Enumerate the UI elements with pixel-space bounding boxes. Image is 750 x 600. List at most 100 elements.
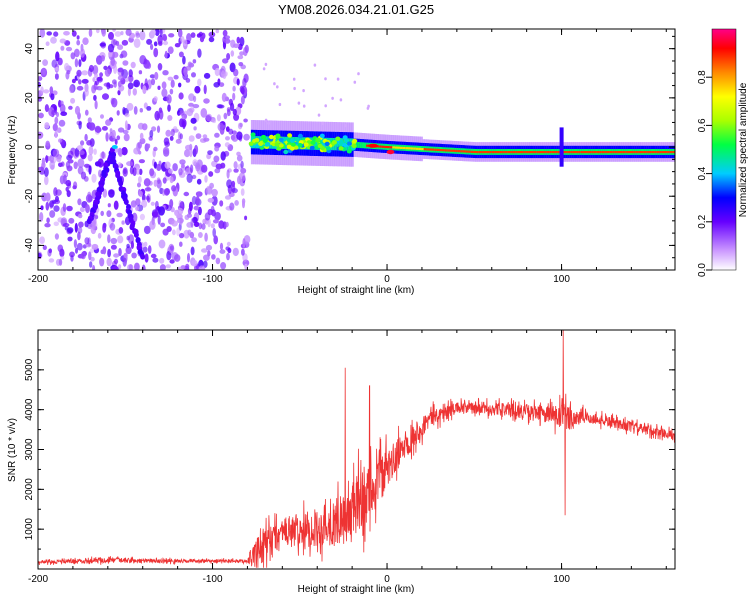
noise-blob	[41, 161, 46, 169]
noise-blob	[129, 264, 133, 270]
noise-blob	[118, 227, 124, 234]
noise-blob	[158, 239, 166, 249]
noise-blob	[88, 165, 92, 175]
noise-blob	[74, 147, 80, 157]
noise-blob	[107, 203, 111, 208]
signal-blob	[338, 140, 344, 145]
noise-blob	[164, 161, 171, 169]
noise-blob	[74, 58, 79, 68]
signal-ridge	[447, 149, 450, 152]
noise-blob	[85, 204, 90, 214]
noise-blob	[167, 104, 171, 112]
noise-blob	[120, 30, 124, 36]
noise-blob	[167, 168, 174, 174]
signal-blob	[278, 137, 284, 142]
noise-blob	[97, 158, 104, 168]
noise-blob	[149, 168, 155, 177]
noise-blob	[128, 69, 133, 78]
signal-ridge	[473, 150, 476, 154]
noise-blob	[242, 238, 246, 248]
signal-ridge	[465, 150, 469, 153]
signal-core	[357, 142, 361, 148]
noise-blob	[52, 148, 60, 158]
chart-title: YM08.2026.034.21.01.G25	[278, 2, 434, 17]
signal-ridge	[627, 151, 631, 154]
noise-blob	[195, 191, 203, 197]
noise-blob	[232, 247, 239, 257]
noise-blob	[126, 235, 130, 241]
signal-blob	[283, 149, 289, 155]
noise-blob	[178, 168, 183, 176]
noise-blob	[43, 89, 50, 94]
noise-blob	[45, 201, 50, 211]
noise-blob	[195, 162, 201, 172]
noise-blob	[175, 138, 182, 144]
noise-blob	[151, 126, 157, 132]
signal-ridge	[392, 146, 395, 149]
noise-blob	[225, 136, 230, 141]
noise-blob	[125, 29, 132, 36]
noise-blob	[95, 80, 99, 86]
signal-ridge	[481, 151, 484, 154]
noise-blob	[141, 199, 148, 208]
noise-blob	[115, 40, 120, 46]
noise-blob	[74, 48, 80, 58]
noise-blob	[229, 202, 235, 211]
noise-blob	[203, 98, 210, 104]
noise-blob	[81, 78, 89, 84]
signal-blob	[286, 144, 292, 149]
signal-ridge	[565, 151, 568, 154]
noise-blob	[240, 167, 247, 174]
noise-blob	[233, 168, 239, 173]
snr-y-tick-label: 1000	[24, 518, 35, 541]
signal-ridge	[476, 151, 479, 154]
signal-blob	[261, 134, 266, 140]
signal-ridge	[531, 151, 534, 154]
signal-ridge	[457, 150, 461, 153]
noise-blob	[100, 55, 105, 62]
noise-blob	[191, 259, 198, 267]
noise-blob	[113, 81, 117, 88]
noise-blob	[191, 174, 197, 180]
noise-blob	[166, 226, 172, 232]
noise-blob	[146, 62, 152, 69]
noise-blob	[54, 73, 59, 80]
signal-ridge	[633, 151, 636, 154]
noise-blob	[238, 172, 246, 183]
noise-blob	[117, 67, 124, 73]
signal-ridge	[601, 151, 605, 154]
noise-blob	[96, 76, 103, 82]
faint-dot	[353, 80, 357, 84]
noise-blob	[88, 122, 96, 131]
signal-blob	[290, 142, 296, 147]
noise-blob	[185, 167, 191, 176]
noise-blob	[188, 135, 195, 142]
noise-blob	[42, 59, 48, 66]
spectrogram-marks	[38, 29, 675, 270]
signal-ridge	[546, 151, 550, 154]
signal-ridge	[525, 151, 529, 154]
noise-blob	[218, 220, 225, 229]
noise-blob	[156, 125, 161, 133]
signal-ridge	[541, 151, 545, 154]
noise-blob	[162, 146, 170, 155]
spectrogram-y-label: Frequency (Hz)	[7, 116, 18, 185]
noise-blob	[137, 141, 142, 149]
faint-dot	[276, 85, 279, 89]
faint-dot	[321, 121, 325, 126]
noise-blob	[59, 248, 65, 258]
noise-blob	[143, 225, 151, 235]
noise-blob	[163, 188, 170, 196]
noise-blob	[92, 77, 96, 83]
noise-blob	[176, 227, 181, 237]
noise-blob	[202, 134, 208, 139]
noise-blob	[153, 179, 158, 187]
faint-dot	[262, 67, 266, 71]
noise-blob	[118, 248, 122, 257]
noise-blob	[104, 68, 111, 77]
noise-blob	[66, 165, 73, 172]
signal-ridge	[635, 151, 639, 154]
faint-dot	[317, 113, 321, 117]
noise-blob	[168, 33, 175, 38]
signal-ridge	[599, 151, 602, 154]
